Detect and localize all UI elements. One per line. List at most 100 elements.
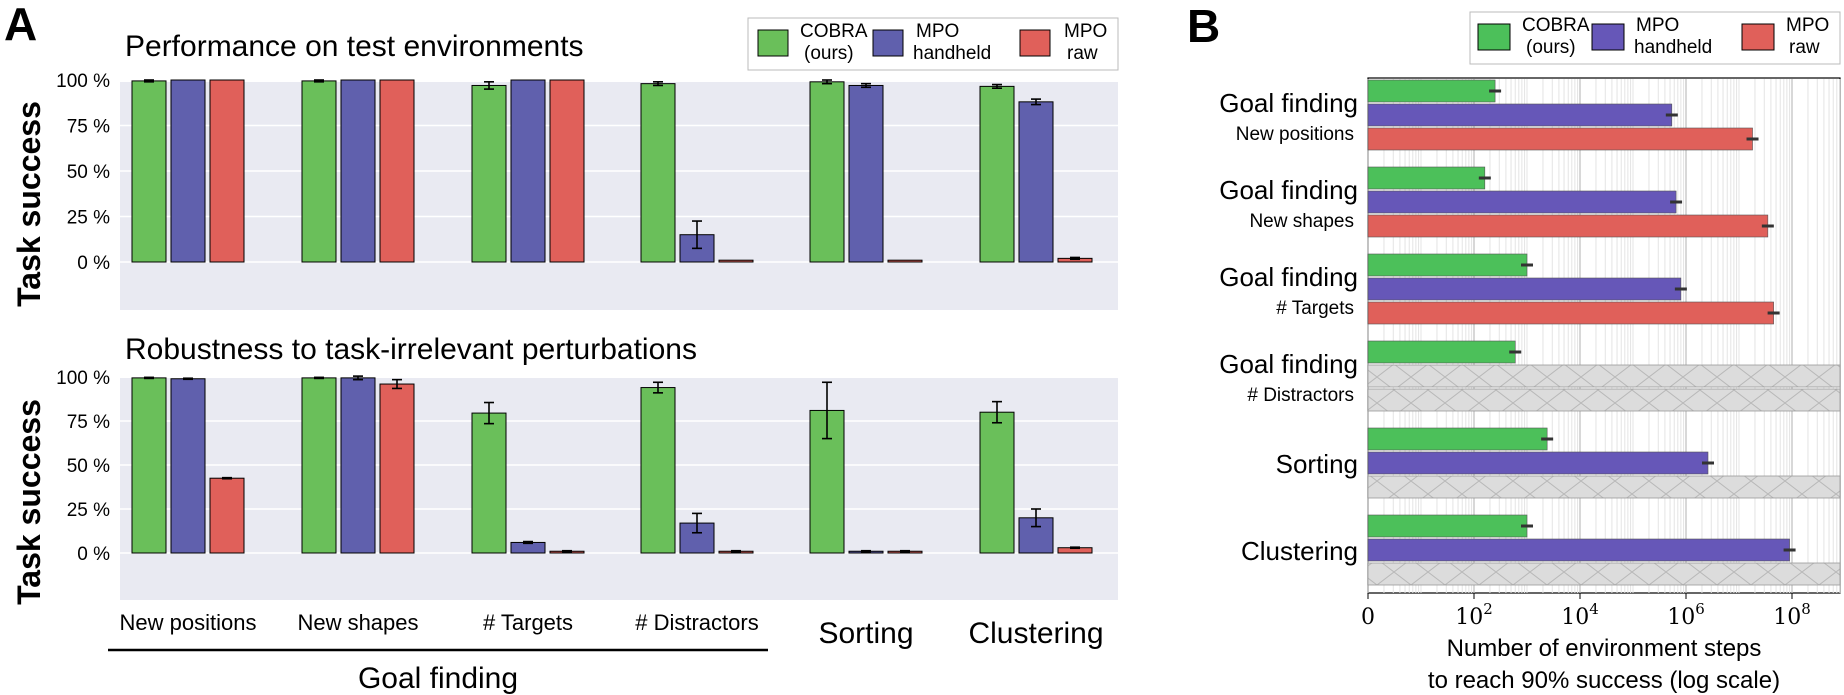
panel-b-category-main: Clustering: [1241, 536, 1358, 566]
top-bars: [131, 79, 1093, 263]
top-bar-cobra: [979, 85, 1015, 263]
bottom-chart-title: Robustness to task-irrelevant perturbati…: [125, 333, 697, 366]
top-y-tick-label: 50 %: [67, 162, 110, 183]
bottom-bar-cobra: [979, 411, 1015, 554]
goal-finding-group-label: Goal finding: [358, 662, 518, 695]
bottom-bar-cobra: [131, 377, 167, 554]
bottom-y-ticks: 0 % 25 % 50 % 75 % 100 %: [56, 368, 110, 565]
panel-b-x-axis-label-line2: to reach 90% success (log scale): [1428, 667, 1780, 694]
legend-a-mpo-handheld-swatch: [872, 29, 904, 57]
top-bar-mpo-raw: [209, 79, 245, 263]
bottom-bar-cobra: [301, 377, 337, 554]
panel-b-category-main: Goal finding: [1219, 88, 1358, 118]
category-targets: # Targets: [483, 610, 573, 635]
panel-b-bar-cobra: [1367, 253, 1528, 277]
legend-a-mpo-raw-line1: MPO: [1064, 21, 1107, 42]
bottom-y-tick-label: 50 %: [67, 456, 110, 477]
top-gridlines: [120, 79, 1118, 263]
panel-b-category-labels: Goal finding New positions Goal finding New…: [1219, 88, 1358, 566]
panel-b-bar-cobra: [1367, 79, 1496, 103]
legend-b-mpo-handheld-line2: handheld: [1634, 37, 1712, 58]
bottom-bar-mpo-handheld: [170, 378, 206, 554]
top-bar-mpo-handheld: [1018, 101, 1054, 263]
panel-b-bar-mpo-handheld: [1367, 190, 1677, 214]
legend-a: COBRA (ours) MPO handheld MPO raw: [747, 17, 1119, 71]
panel-b-bars: [1367, 79, 1841, 586]
bottom-y-axis-label: Task success: [11, 399, 47, 605]
panel-b-category-main: Goal finding: [1219, 349, 1358, 379]
top-y-ticks: 0 % 25 % 50 % 75 % 100 %: [56, 71, 110, 274]
legend-a-mpo-raw-swatch: [1019, 29, 1051, 57]
top-bar-mpo-raw: [887, 259, 923, 263]
legend-b-cobra-line1: COBRA: [1522, 15, 1590, 36]
top-bar-cobra: [301, 80, 337, 263]
panel-b-x-axis-label-line1: Number of environment steps: [1447, 635, 1762, 662]
bottom-bar-cobra: [640, 387, 676, 554]
legend-b-box: [1469, 11, 1841, 65]
legend-b-mpo-handheld-swatch: [1591, 23, 1625, 51]
panel-b-category-sub: New positions: [1236, 124, 1354, 145]
top-y-tick-label: 100 %: [56, 71, 110, 92]
top-y-tick-label: 0 %: [77, 253, 110, 274]
panel-b-bar-mpo-raw: [1367, 127, 1753, 151]
panel-b-bar-mpo-handheld: [1367, 103, 1673, 127]
top-bar-cobra: [809, 81, 845, 263]
category-distractors: # Distractors: [635, 610, 758, 635]
top-bar-mpo-handheld: [340, 79, 376, 263]
panel-b-bar-mpo-handheld: [1367, 451, 1709, 475]
bottom-y-tick-label: 100 %: [56, 368, 110, 389]
panel-b-category-sub: New shapes: [1249, 211, 1354, 232]
legend-a-cobra-swatch: [757, 29, 789, 57]
category-new-shapes: New shapes: [297, 610, 418, 635]
panel-b-bar-cobra: [1367, 427, 1548, 451]
legend-a-cobra-line1: COBRA: [800, 21, 868, 42]
bottom-plot-area: [120, 378, 1118, 600]
legend-a-mpo-handheld-line1: MPO: [916, 21, 959, 42]
legend-b-mpo-raw-line2: raw: [1789, 37, 1820, 58]
category-new-positions: New positions: [120, 610, 257, 635]
panel-b-category-main: Goal finding: [1219, 262, 1358, 292]
top-bar-mpo-handheld: [510, 79, 546, 263]
panel-b-missing-bar: [1367, 562, 1841, 586]
top-y-tick-label: 75 %: [67, 117, 110, 138]
top-plot-area: [120, 82, 1118, 310]
bottom-bar-mpo-raw: [209, 477, 245, 554]
bottom-y-tick-label: 75 %: [67, 412, 110, 433]
panel-b-x-tick-label: 102: [1455, 600, 1493, 630]
top-y-axis-label: Task success: [11, 101, 47, 307]
bottom-gridlines: [120, 376, 1118, 554]
legend-a-mpo-handheld-line2: handheld: [913, 43, 991, 64]
panel-b-x-tick-label: 0: [1361, 605, 1375, 630]
panel-b-x-tick-label: 104: [1561, 600, 1599, 630]
top-bar-mpo-handheld: [170, 79, 206, 263]
panel-b-missing-bar: [1367, 475, 1841, 499]
top-bar-mpo-handheld: [848, 84, 884, 263]
panel-b-category-main: Goal finding: [1219, 175, 1358, 205]
panel-b-missing-bar: [1367, 364, 1841, 388]
bottom-bar-cobra: [471, 412, 507, 554]
top-chart-title: Performance on test environments: [125, 30, 584, 63]
legend-b-mpo-raw-swatch: [1741, 23, 1775, 51]
top-bar-cobra: [131, 80, 167, 263]
legend-a-cobra-line2: (ours): [804, 43, 854, 64]
bottom-bar-mpo-handheld: [340, 377, 376, 554]
bottom-y-tick-label: 25 %: [67, 500, 110, 521]
top-bar-mpo-raw: [379, 79, 415, 263]
panel-b-bar-cobra: [1367, 166, 1486, 190]
legend-b-cobra-line2: (ours): [1526, 37, 1576, 58]
legend-b-cobra-swatch: [1477, 23, 1511, 51]
top-y-tick-label: 25 %: [67, 208, 110, 229]
panel-b-bar-mpo-raw: [1367, 214, 1769, 238]
category-clustering: Clustering: [968, 617, 1103, 650]
panel-b-gridlines: [1367, 79, 1841, 593]
panel-b-x-ticks: 0 102 104 106 108: [1361, 593, 1811, 630]
panel-a-letter: A: [4, 0, 37, 50]
top-bar-cobra: [640, 83, 676, 263]
panel-b-letter: B: [1187, 0, 1220, 52]
category-sorting: Sorting: [818, 617, 913, 650]
bottom-bars: [131, 375, 1093, 554]
legend-b: COBRA (ours) MPO handheld MPO raw: [1469, 11, 1841, 65]
bottom-bar-mpo-raw: [379, 383, 415, 554]
top-bar-mpo-raw: [549, 79, 585, 263]
panel-b-bar-mpo-handheld: [1367, 538, 1790, 562]
